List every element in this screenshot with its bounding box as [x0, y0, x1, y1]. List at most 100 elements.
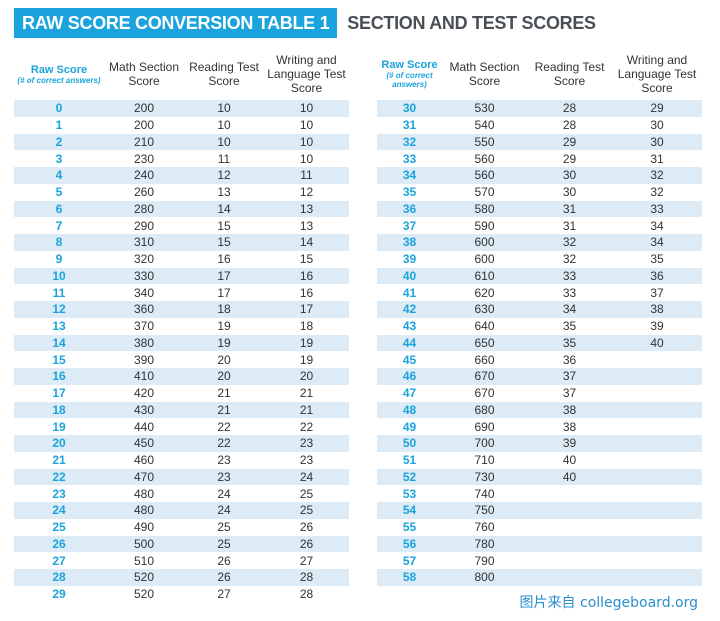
- table-row: 31 540 28 30: [377, 117, 702, 134]
- raw-score-cell: 14: [52, 335, 66, 350]
- reading-score-cell: 33: [562, 285, 577, 300]
- raw-score-cell: 57: [402, 553, 417, 568]
- writing-header: Writing and Language Test Score: [617, 53, 697, 95]
- math-score-cell: 600: [474, 252, 495, 267]
- math-score-cell: 380: [133, 335, 155, 350]
- reading-score-cell: 37: [562, 386, 577, 401]
- math-score-cell: 500: [133, 536, 155, 551]
- table-row: 56 780: [377, 535, 702, 553]
- table-row: 36 580 31 33: [377, 200, 702, 218]
- table-row: 50 700 39: [377, 435, 702, 452]
- raw-score-cell: 41: [402, 285, 417, 300]
- reading-score-cell: 36: [562, 352, 577, 367]
- conversion-table-right: Raw Score (# of correct answers) Math Se…: [377, 48, 702, 586]
- table-row: 16 410 20 20: [14, 368, 349, 385]
- writing-score-cell: 25: [299, 503, 314, 518]
- writing-score-cell: 13: [299, 201, 314, 216]
- reading-score-cell: 17: [217, 285, 231, 300]
- writing-score-cell: 19: [299, 352, 314, 367]
- writing-score-cell: 27: [299, 553, 314, 568]
- table-row: 11 340 17 16: [14, 284, 349, 301]
- reading-score-cell: 28: [562, 118, 577, 133]
- reading-score-cell: 11: [217, 151, 231, 166]
- table-subtitle: SECTION AND TEST SCORES: [347, 12, 596, 33]
- math-score-cell: 520: [133, 570, 155, 585]
- reading-score-cell: 38: [562, 419, 577, 434]
- source-watermark: 图片来自 collegeboard.org: [519, 595, 698, 611]
- reading-score-cell: 20: [217, 352, 231, 367]
- raw-score-cell: 32: [402, 134, 417, 149]
- writing-score-cell: 32: [650, 168, 664, 183]
- writing-score-cell: 10: [299, 134, 314, 149]
- raw-score-cell: 56: [402, 536, 417, 551]
- table-row: 8 310 15 14: [14, 234, 349, 251]
- raw-score-cell: 7: [55, 218, 63, 233]
- table-row: 47 670 37: [377, 385, 702, 402]
- math-score-cell: 680: [474, 402, 495, 417]
- reading-score-cell: 27: [217, 587, 231, 602]
- reading-score-cell: 39: [562, 436, 577, 451]
- table-row: 32 550 29 30: [377, 133, 702, 151]
- reading-score-cell: 22: [217, 436, 231, 451]
- writing-score-cell: 29: [650, 101, 664, 116]
- writing-score-cell: 34: [650, 218, 664, 233]
- math-score-cell: 460: [133, 453, 155, 468]
- table-row: 18 430 21 21: [14, 401, 349, 419]
- writing-score-cell: 39: [650, 319, 664, 334]
- writing-score-cell: 24: [299, 469, 314, 484]
- table-row: 7 290 15 13: [14, 217, 349, 234]
- reading-score-cell: 30: [562, 168, 577, 183]
- conversion-table-left: Raw Score (# of correct answers) Math Se…: [14, 48, 349, 603]
- table-row: 52 730 40: [377, 468, 702, 486]
- table-row: 44 650 35 40: [377, 334, 702, 352]
- math-score-cell: 740: [474, 486, 495, 501]
- raw-score-cell: 12: [52, 302, 66, 317]
- writing-header: Writing and Language Test Score: [267, 53, 346, 95]
- table-row: 43 640 35 39: [377, 318, 702, 335]
- table-row: 51 710 40: [377, 452, 702, 469]
- raw-score-cell: 42: [402, 302, 417, 317]
- table-row: 15 390 20 19: [14, 351, 349, 368]
- table-row: 39 600 32 35: [377, 251, 702, 268]
- reading-score-cell: 10: [217, 101, 231, 116]
- math-score-cell: 450: [133, 436, 155, 451]
- writing-score-cell: 26: [299, 536, 314, 551]
- raw-score-cell: 26: [52, 536, 66, 551]
- math-score-cell: 650: [474, 335, 495, 350]
- math-score-cell: 670: [474, 386, 495, 401]
- reading-score-cell: 23: [217, 453, 231, 468]
- math-score-cell: 340: [133, 285, 155, 300]
- raw-score-cell: 38: [402, 235, 417, 250]
- reading-score-cell: 13: [217, 185, 231, 200]
- math-score-cell: 280: [133, 201, 155, 216]
- math-score-cell: 640: [474, 319, 495, 334]
- math-score-cell: 750: [474, 503, 495, 518]
- raw-score-cell: 29: [52, 587, 66, 602]
- reading-score-cell: 24: [217, 503, 231, 518]
- writing-score-cell: 28: [299, 587, 314, 602]
- table-row: 57 790: [377, 552, 702, 569]
- table-row: 6 280 14 13: [14, 200, 349, 218]
- table-row: 27 510 26 27: [14, 552, 349, 569]
- writing-score-cell: 10: [299, 118, 314, 133]
- raw-score-cell: 33: [402, 151, 417, 166]
- writing-score-cell: 16: [299, 268, 314, 283]
- reading-score-cell: 31: [562, 218, 577, 233]
- raw-score-cell: 10: [52, 268, 66, 283]
- math-score-cell: 700: [474, 436, 495, 451]
- writing-score-cell: 30: [650, 134, 664, 149]
- math-score-cell: 240: [133, 168, 155, 183]
- math-header: Math Section Score: [449, 60, 520, 88]
- math-score-cell: 200: [133, 101, 155, 116]
- table-row: 58 800: [377, 569, 702, 586]
- raw-score-cell: 45: [402, 352, 417, 367]
- raw-score-cell: 2: [55, 134, 63, 149]
- writing-score-cell: 18: [299, 319, 314, 334]
- writing-score-cell: 32: [650, 185, 664, 200]
- raw-score-cell: 20: [52, 436, 66, 451]
- raw-score-cell: 22: [52, 469, 66, 484]
- math-score-cell: 710: [474, 453, 495, 468]
- math-score-cell: 570: [474, 185, 495, 200]
- raw-score-cell: 15: [52, 352, 66, 367]
- table-row: 9 320 16 15: [14, 251, 349, 268]
